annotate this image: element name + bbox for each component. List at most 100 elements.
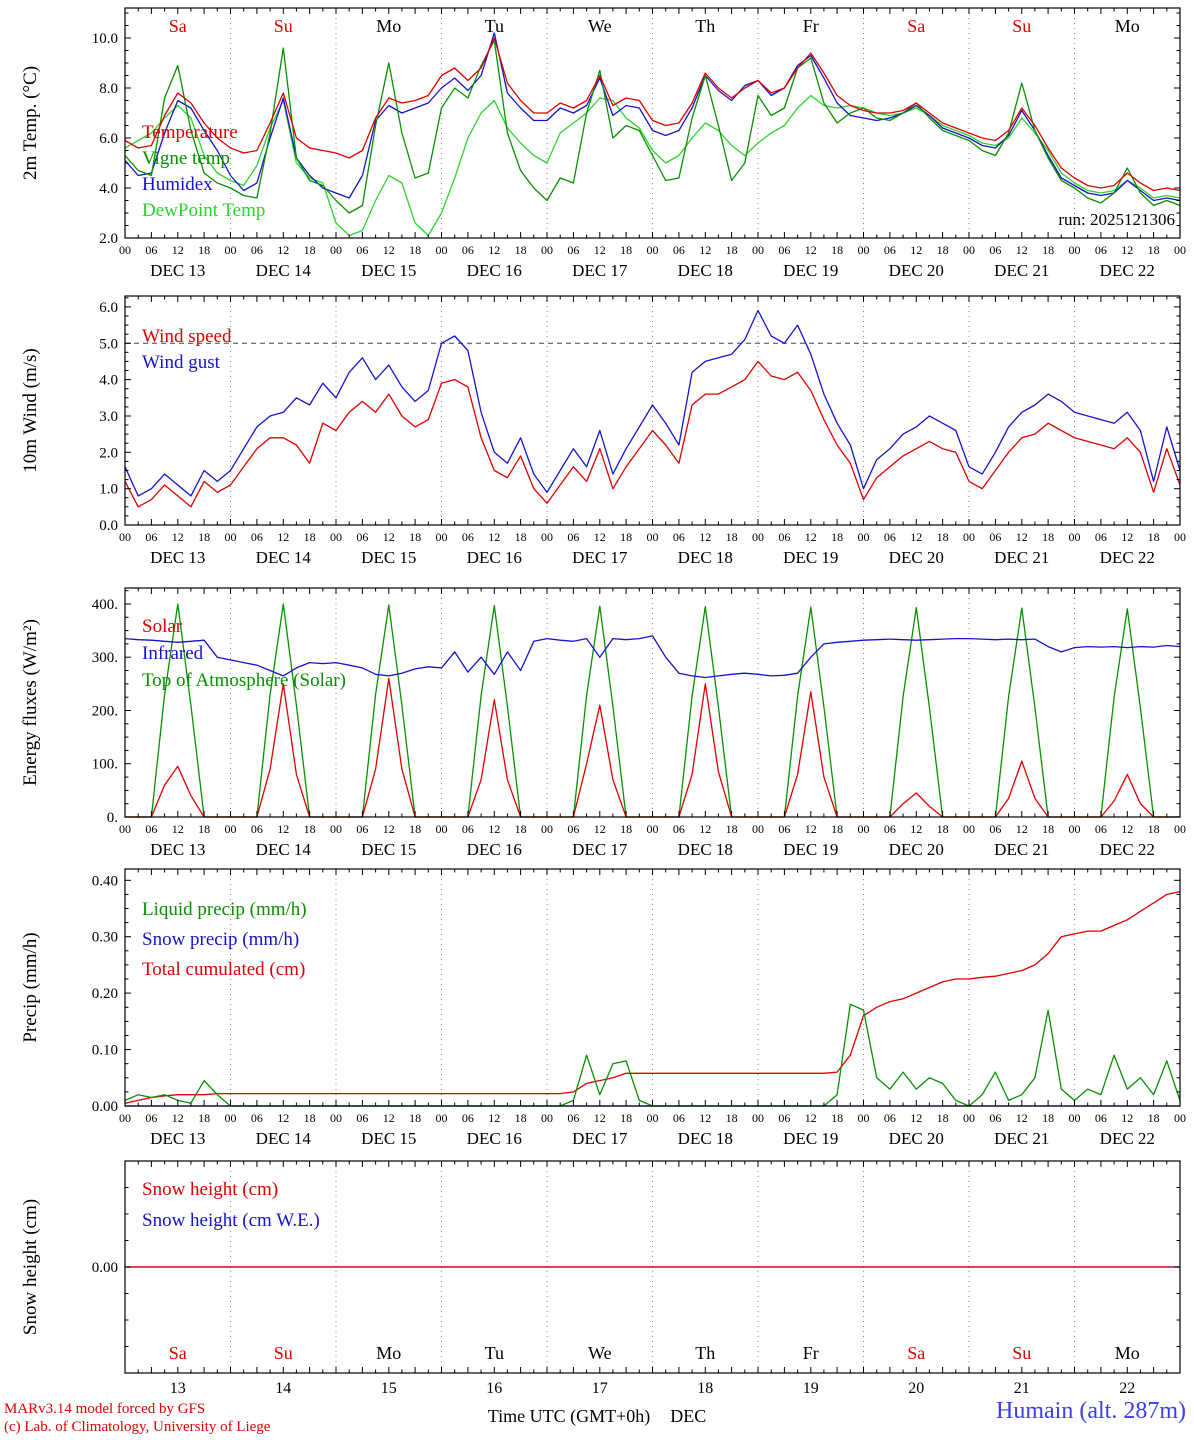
svg-text:12: 12 [277,243,289,257]
svg-text:1.0: 1.0 [99,482,118,498]
svg-text:Mo: Mo [376,16,401,36]
day-gridlines [230,296,1075,525]
svg-text:18: 18 [198,243,210,257]
svg-text:00: 00 [647,243,659,257]
legend-humidex: Humidex [142,174,213,195]
svg-text:06: 06 [673,243,685,257]
svg-text:12: 12 [1121,530,1133,544]
svg-text:06: 06 [462,530,474,544]
svg-text:00: 00 [1069,243,1081,257]
legend-total-cumulated-cm: Total cumulated (cm) [142,959,305,980]
svg-text:DEC 18: DEC 18 [678,1129,733,1148]
svg-text:06: 06 [356,530,368,544]
day-gridlines [230,869,1075,1106]
svg-text:12: 12 [910,530,922,544]
svg-text:06: 06 [251,243,263,257]
plot-frame [124,587,1181,818]
svg-text:06: 06 [251,822,263,836]
svg-text:06: 06 [356,1111,368,1125]
svg-text:06: 06 [1095,822,1107,836]
svg-text:00: 00 [436,822,448,836]
svg-text:06: 06 [145,822,157,836]
svg-text:DEC 17: DEC 17 [572,840,628,859]
svg-text:DEC 17: DEC 17 [572,548,628,567]
svg-text:12: 12 [594,243,606,257]
svg-text:DEC 13: DEC 13 [150,1129,205,1148]
legend-snow-height-cm: Snow height (cm) [142,1179,278,1200]
svg-text:Sa: Sa [169,1343,187,1363]
svg-text:12: 12 [383,243,395,257]
svg-text:DEC 22: DEC 22 [1100,1129,1155,1148]
legend-snow-height-cm-w-e: Snow height (cm W.E.) [142,1210,320,1231]
svg-text:06: 06 [1095,530,1107,544]
svg-text:18: 18 [831,243,843,257]
station-label: Humain (alt. 287m) [996,1398,1186,1424]
series-solar [125,677,1180,818]
svg-text:18: 18 [409,1111,421,1125]
svg-text:0.10: 0.10 [92,1043,118,1059]
svg-text:12: 12 [910,1111,922,1125]
svg-text:00: 00 [119,822,131,836]
svg-text:DEC 19: DEC 19 [783,840,838,859]
day-gridlines [230,588,1075,817]
svg-text:13: 13 [170,1380,186,1397]
svg-text:00: 00 [858,822,870,836]
svg-text:DEC 13: DEC 13 [150,840,205,859]
svg-text:00: 00 [436,530,448,544]
svg-text:12: 12 [1016,1111,1028,1125]
date-labels: 13 14 15 16 17 18 19 20 21 22 [170,1380,1136,1397]
svg-text:06: 06 [989,1111,1001,1125]
svg-text:0.00: 0.00 [92,1099,118,1115]
legend-vigne-temp: Vigne temp [142,148,230,169]
svg-text:6.0: 6.0 [99,131,118,147]
svg-text:DEC 19: DEC 19 [783,261,838,280]
svg-text:DEC 20: DEC 20 [889,1129,944,1148]
svg-text:12: 12 [594,1111,606,1125]
y-ticks [125,590,1180,818]
svg-text:06: 06 [145,530,157,544]
x-ticks [124,588,1181,817]
svg-text:Sa: Sa [169,16,187,36]
svg-text:400.: 400. [92,597,118,613]
svg-text:300.: 300. [92,650,118,666]
svg-text:0.20: 0.20 [92,986,118,1002]
svg-text:18: 18 [620,1111,632,1125]
svg-text:8.0: 8.0 [99,81,118,97]
svg-text:12: 12 [383,530,395,544]
svg-text:00: 00 [752,243,764,257]
svg-text:Mo: Mo [1115,1343,1140,1363]
svg-text:18: 18 [1042,1111,1054,1125]
x-ticks [124,1161,1181,1373]
x-ticks [124,296,1181,525]
svg-text:12: 12 [594,530,606,544]
svg-text:18: 18 [409,243,421,257]
svg-text:18: 18 [304,243,316,257]
svg-text:06: 06 [778,530,790,544]
svg-text:0.0: 0.0 [99,518,118,534]
svg-text:12: 12 [805,1111,817,1125]
svg-text:12: 12 [910,243,922,257]
svg-text:DEC 15: DEC 15 [361,1129,416,1148]
svg-text:06: 06 [884,243,896,257]
svg-text:6.0: 6.0 [99,300,118,316]
y-axis-title: Precip (mm/h) [20,932,41,1042]
svg-text:DEC 16: DEC 16 [467,840,522,859]
svg-text:We: We [588,16,612,36]
legend-liquid-precip-mm-h: Liquid precip (mm/h) [142,899,307,920]
svg-text:18: 18 [1148,822,1160,836]
hour-labels: 00 06 12 18 00 06 12 18 00 06 12 18 00 06 12 18 00 06 12 18… [119,530,1186,544]
svg-text:18: 18 [726,243,738,257]
legend-wind-gust: Wind gust [142,352,221,373]
panel-precip-mm-h: 0.00 0.10 0.20 0.30 0.40 Precip (mm/h) 00 06 12 1… [20,868,1186,1148]
time-axis-title: Time UTC (GMT+0h) DEC [0,1406,1194,1427]
svg-text:06: 06 [567,822,579,836]
svg-text:00: 00 [858,243,870,257]
svg-text:18: 18 [198,1111,210,1125]
svg-text:12: 12 [277,822,289,836]
legend-snow-precip-mm-h: Snow precip (mm/h) [142,929,299,950]
plot-frame [124,295,1181,526]
svg-text:00: 00 [436,243,448,257]
series-wind-speed [124,360,1181,508]
svg-text:0.30: 0.30 [92,930,118,946]
